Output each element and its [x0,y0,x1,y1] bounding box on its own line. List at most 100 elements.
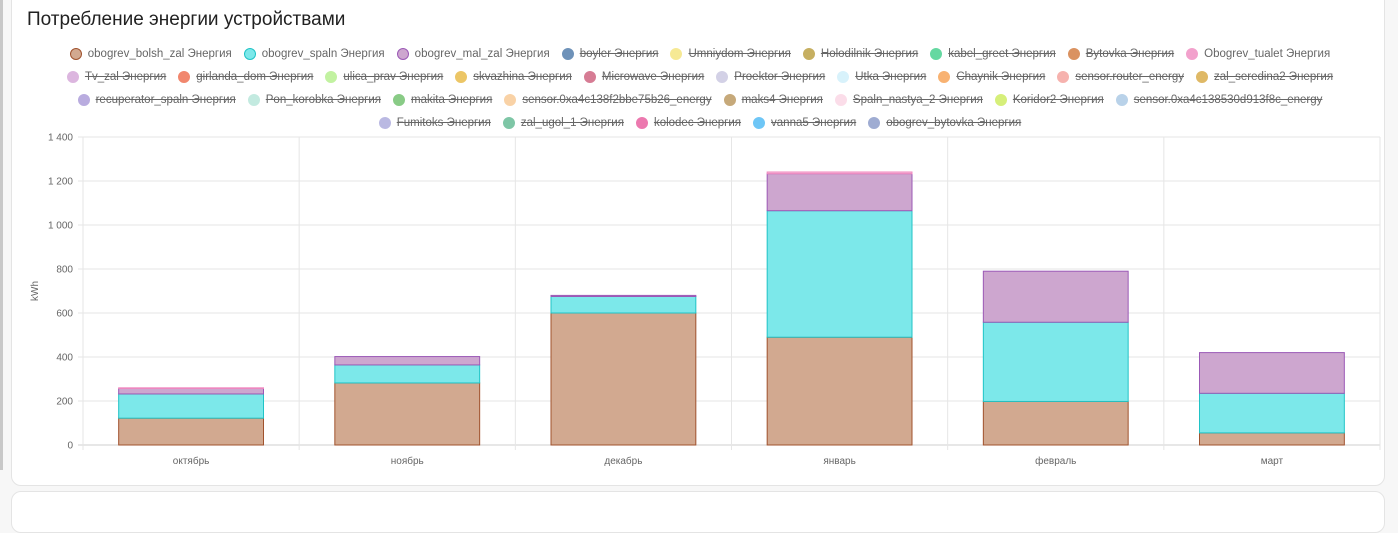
legend-item[interactable]: recuperator_spaln Энергия [77,91,236,108]
legend-swatch-icon [635,116,648,129]
bar-segment[interactable] [334,364,481,384]
bar-segment[interactable] [766,210,913,338]
bar-segment[interactable] [118,393,264,419]
legend-label: zal_ugol_1 Энергия [520,116,624,129]
legend-swatch-icon [938,70,951,83]
legend-label: ulica_prav Энергия [343,70,444,83]
legend-swatch-icon [378,116,391,129]
bar-segment[interactable] [118,417,264,446]
legend-swatch-icon [930,47,943,60]
legend-swatch-icon [325,70,338,83]
legend-item[interactable]: boyler Энергия [561,45,658,62]
legend-swatch-icon [1186,47,1199,60]
legend-item[interactable]: Pon_korobka Энергия [247,91,381,108]
legend-item[interactable]: maks4 Энергия [723,91,823,108]
bar-segment[interactable] [1199,392,1345,434]
bar-segment[interactable] [118,387,264,395]
legend-label: obogrev_mal_zal Энергия [414,47,550,60]
bar-segment[interactable] [550,294,697,297]
legend-swatch-icon [504,93,517,106]
y-tick-label: 800 [56,265,73,276]
y-tick-label: 1 000 [48,221,73,232]
legend-label: Koridor2 Энергия [1012,93,1104,106]
page-scrollbar[interactable] [0,0,3,470]
legend-item[interactable]: sensor.0xa4c138530d913f8c_energy [1115,91,1322,108]
legend-item[interactable]: Bytovka Энергия [1067,45,1174,62]
legend-item[interactable]: Utka Энергия [837,68,926,85]
bar-segment[interactable] [982,400,1129,446]
bar-segment[interactable] [766,173,913,212]
legend-item[interactable]: sensor.router_energy [1057,68,1184,85]
legend-item[interactable]: skvazhina Энергия [455,68,572,85]
legend-item[interactable]: obogrev_mal_zal Энергия [396,45,550,62]
legend-label: skvazhina Энергия [473,70,572,83]
bar-segment[interactable] [550,312,697,446]
bar-segment[interactable] [982,270,1129,323]
legend-swatch-icon [1067,47,1080,60]
y-tick-label: 200 [56,397,73,408]
legend-item[interactable]: Umniydom Энергия [670,45,791,62]
legend-item[interactable]: zal_ugol_1 Энергия [502,114,624,131]
legend-label: Spaln_nastya_2 Энергия [852,93,983,106]
legend-item[interactable]: Koridor2 Энергия [994,91,1104,108]
legend-item[interactable]: girlanda_dom Энергия [178,68,313,85]
legend-label: maks4 Энергия [741,93,823,106]
legend-item[interactable]: Tv_zal Энергия [66,68,167,85]
legend-item[interactable]: Proektor Энергия [716,68,825,85]
grid-lines [78,136,1381,450]
legend-item[interactable]: kolodec Энергия [635,114,742,131]
legend-label: Chaynik Энергия [956,70,1046,83]
legend-item[interactable]: Obogrev_tualet Энергия [1186,45,1330,62]
bar-segment[interactable] [334,382,481,446]
legend-label: obogrev_bytovka Энергия [886,116,1022,129]
legend-item[interactable]: Holodilnik Энергия [802,45,919,62]
bar-segment[interactable] [766,336,913,446]
bar-segment[interactable] [1199,432,1345,446]
legend-item[interactable]: ulica_prav Энергия [325,68,443,85]
legend-swatch-icon [868,116,881,129]
bar-segment[interactable] [766,171,913,175]
legend-label: Microwave Энергия [601,70,705,83]
legend-label: recuperator_spaln Энергия [95,93,236,106]
legend-item[interactable]: sensor.0xa4c138f2bbe75b26_energy [504,91,712,108]
legend-label: Obogrev_tualet Энергия [1204,47,1331,60]
legend-item[interactable]: Spaln_nastya_2 Энергия [834,91,983,108]
y-tick-label: 400 [56,353,73,364]
y-axis-ticks: 0 200 400 600 800 1 000 1 200 1 400 [48,133,73,452]
legend-label: kolodec Энергия [653,116,742,129]
legend-item[interactable]: obogrev_spaln Энергия [243,45,385,62]
y-tick-label: 1 400 [48,133,73,144]
legend-item[interactable]: vanna5 Энергия [753,114,856,131]
legend-item[interactable]: obogrev_bytovka Энергия [868,114,1021,131]
legend-swatch-icon [561,47,574,60]
bar-group [118,171,1345,446]
bar-segment[interactable] [550,296,697,314]
legend-item[interactable]: makita Энергия [392,91,492,108]
legend-label: Holodilnik Энергия [820,47,919,60]
x-tick-label: октябрь [173,455,210,467]
legend-swatch-icon [69,47,82,60]
legend-item[interactable]: Chaynik Энергия [938,68,1045,85]
legend-item[interactable]: kabel_greet Энергия [930,45,1056,62]
legend-label: Tv_zal Энергия [84,70,167,83]
x-tick-label: декабрь [604,455,642,467]
x-tick-label: февраль [1035,455,1076,467]
bar-segment[interactable] [118,387,264,389]
legend-item[interactable]: zal_seredina2 Энергия [1196,68,1333,85]
legend-item[interactable]: Fumitoks Энергия [378,114,491,131]
legend-swatch-icon [396,47,409,60]
legend-label: Proektor Энергия [734,70,826,83]
legend-item[interactable]: Microwave Энергия [583,68,705,85]
legend-swatch-icon [723,93,736,106]
x-tick-label: январь [823,456,855,467]
legend-swatch-icon [455,70,468,83]
bar-segment[interactable] [1199,352,1345,394]
bar-segment[interactable] [982,321,1129,402]
legend-swatch-icon [1057,70,1070,83]
bar-segment[interactable] [334,356,481,366]
legend-swatch-icon [247,93,260,106]
legend-label: Utka Энергия [855,70,927,83]
legend-swatch-icon [834,93,847,106]
legend-swatch-icon [670,47,683,60]
legend-item[interactable]: obogrev_bolsh_zal Энергия [69,45,232,62]
